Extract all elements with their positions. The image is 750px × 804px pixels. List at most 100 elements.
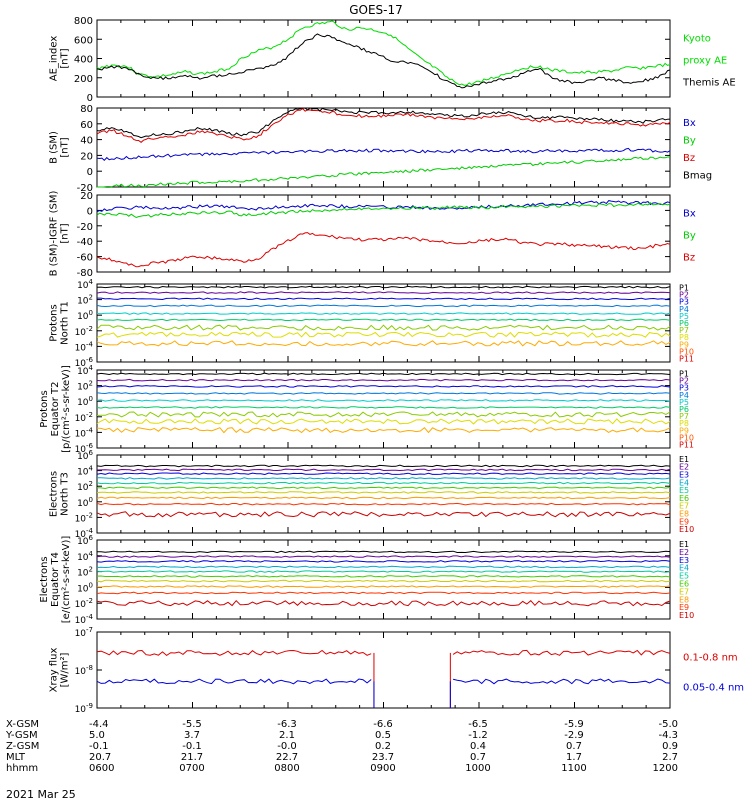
series-bmag: [96, 107, 671, 139]
legend-entry: E4: [679, 478, 689, 487]
legend-entry: P11: [679, 440, 694, 449]
series-line: [96, 472, 671, 476]
series-e6: [96, 486, 671, 490]
y-tick-label: -60: [77, 253, 93, 264]
series-e9: [96, 591, 671, 595]
series-line: [96, 486, 671, 490]
series-p8: [96, 418, 671, 425]
y-axis-label: ElectronsNorth T3: [49, 471, 71, 517]
series-p2: [96, 291, 671, 294]
series-e4: [96, 477, 671, 480]
y-tick-label: 102: [77, 480, 93, 493]
ephemeris-value: 0.4: [470, 741, 486, 752]
legend-entry: 0.1-0.8 nm: [683, 652, 738, 663]
series-line: [96, 147, 671, 162]
y-tick-label: 10-2: [75, 597, 93, 610]
legend-entry: P9: [679, 340, 689, 349]
y-tick-label: 0: [87, 206, 93, 217]
series-0-1-0-8-nm: [96, 649, 671, 708]
y-tick-label: 10-4: [75, 613, 94, 626]
ephemeris-value: 1100: [561, 763, 586, 774]
legend-entry: E2: [679, 463, 689, 472]
series-p1: [96, 372, 671, 376]
series-p5: [96, 312, 671, 315]
legend-entry: E4: [679, 564, 689, 573]
legend-entry: P9: [679, 426, 689, 435]
ephemeris-value: 0600: [89, 763, 114, 774]
legend-entry: P1: [679, 284, 689, 293]
series-line: [96, 392, 671, 395]
series-e10: [96, 599, 671, 607]
series-line: [96, 464, 671, 468]
legend-entry: Bz: [683, 153, 695, 164]
legend-entry: P10: [679, 433, 694, 442]
legend-entry: P6: [679, 319, 689, 328]
ephemeris-value: 3.7: [184, 730, 200, 741]
legend-entry: P7: [679, 412, 689, 421]
series-p9: [96, 427, 671, 434]
series-line: [96, 285, 671, 289]
ephemeris-value: 20.7: [89, 752, 111, 763]
legend-entry: E1: [679, 455, 689, 464]
series-bz: [96, 107, 671, 143]
plot-title: GOES-17: [349, 3, 403, 17]
legend-entry: P8: [679, 419, 689, 428]
legend-entry: E6: [679, 494, 689, 503]
ephemeris-value: 2.7: [662, 752, 678, 763]
ephemeris-table: X-GSM -4.4 -5.5 -6.3 -6.6 -6.5 -5.9 -5.0 Y-GSM 5.…: [5, 719, 678, 774]
y-axis-label: ProtonsNorth T1: [49, 301, 71, 345]
series-e3: [96, 560, 671, 563]
legend-entry: P5: [679, 398, 689, 407]
series-p3: [97, 297, 671, 301]
y-tick-label: 100: [77, 496, 93, 509]
series-p4: [96, 392, 671, 395]
legend-entry: proxy AE: [683, 56, 727, 67]
series-bz: [96, 232, 671, 268]
y-tick-label: 60: [80, 120, 93, 131]
y-tick-label: 20: [80, 151, 93, 162]
ephemeris-value: -5.5: [182, 719, 202, 730]
ephemeris-row-label: hhmm: [6, 763, 38, 774]
ephemeris-value: -2.9: [564, 730, 584, 741]
ephemeris-value: 2.1: [279, 730, 295, 741]
legend-entry: E8: [679, 510, 689, 519]
legend-entry: P4: [679, 391, 689, 400]
series-line: [96, 575, 671, 578]
y-tick-label: -80: [77, 268, 93, 279]
y-tick-label: 80: [80, 104, 93, 115]
series-line: [96, 468, 671, 472]
series-e5: [96, 481, 671, 485]
series-kyoto-proxy-ae: [96, 20, 671, 86]
y-tick-label: 102: [77, 566, 93, 579]
series-line: [96, 378, 671, 382]
series-line: [96, 331, 671, 338]
legend-entry: P5: [679, 312, 689, 321]
ephemeris-row-label: MLT: [6, 752, 26, 763]
panel-frame: [96, 454, 671, 534]
legend-entry: P10: [679, 347, 694, 356]
series-line: [96, 481, 671, 485]
series-by: [96, 202, 671, 219]
panel-frame: [96, 194, 671, 273]
series-themis-ae: [96, 33, 671, 89]
ephemeris-row-label: Z-GSM: [6, 741, 39, 752]
legend-entry: E9: [679, 603, 689, 612]
y-tick-label: 10-2: [75, 325, 93, 338]
series-p8: [96, 331, 671, 338]
y-tick-label: 200: [74, 74, 93, 85]
series-p7: [96, 324, 671, 331]
ephemeris-value: 0800: [274, 763, 299, 774]
y-tick-label: 100: [77, 309, 93, 322]
series-line: [96, 565, 671, 569]
legend-entry: P8: [679, 333, 689, 342]
panel-frame: [96, 369, 671, 449]
legend-entry: P3: [679, 298, 689, 307]
legend-entry: E5: [679, 572, 689, 581]
legend-entry: E9: [679, 517, 689, 526]
legend-entry: E3: [679, 556, 689, 565]
series-line: [96, 312, 671, 315]
panel-frame: [96, 631, 671, 709]
series-line: [96, 555, 671, 558]
series-by: [97, 156, 670, 188]
